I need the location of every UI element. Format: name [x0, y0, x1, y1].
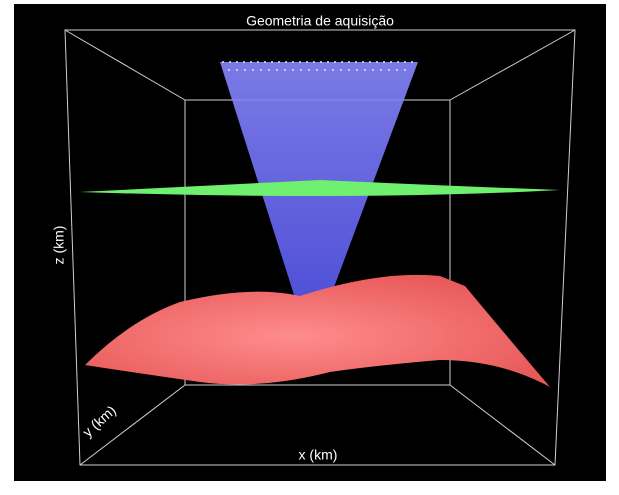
chart: Geometria de aquisição x (km) y (km) z (… — [0, 0, 619, 495]
chart-title: Geometria de aquisição — [246, 13, 394, 29]
x-axis-label: x (km) — [299, 447, 338, 463]
z-axis-label: z (km) — [51, 226, 67, 265]
